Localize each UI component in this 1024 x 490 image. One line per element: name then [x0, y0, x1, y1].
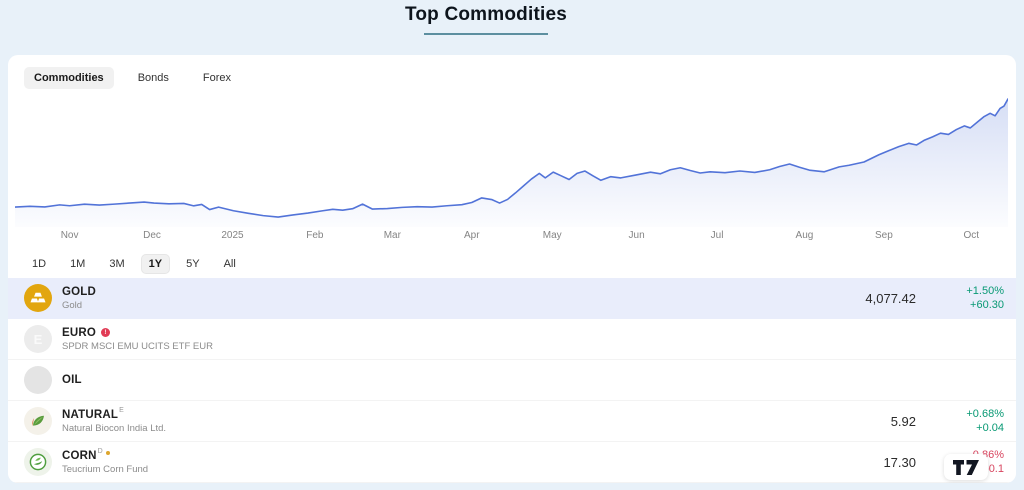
- price-chart[interactable]: [15, 93, 1008, 227]
- x-axis-label: Oct: [963, 230, 980, 241]
- corn-plant-icon: [24, 448, 52, 476]
- range-button-5y[interactable]: 5Y: [178, 254, 207, 274]
- x-axis-label: Feb: [306, 230, 324, 241]
- range-button-all[interactable]: All: [216, 254, 244, 274]
- info-icon[interactable]: !: [101, 328, 111, 337]
- change-absolute: +60.30: [970, 299, 1004, 311]
- tradingview-logo[interactable]: [944, 454, 988, 480]
- symbol-subtitle: Gold: [62, 299, 83, 311]
- change-column: +1.50% +60.30: [924, 284, 1004, 312]
- price-value: 17.30: [883, 454, 916, 470]
- x-axis-label: Apr: [463, 230, 480, 241]
- market-flag: D: [97, 448, 103, 455]
- watchlist-row-oil[interactable]: OIL: [8, 360, 1016, 401]
- watchlist: GOLD Gold 4,077.42 +1.50% +60.30 E EURO! SPDR M…: [8, 278, 1016, 483]
- natural-leaf-icon: [24, 407, 52, 435]
- oil-blank-icon: [24, 366, 52, 394]
- euro-letter-icon: E: [24, 325, 52, 353]
- x-axis-label: Jul: [710, 230, 724, 241]
- x-axis-label: Nov: [60, 230, 79, 241]
- range-button-1y[interactable]: 1Y: [140, 254, 171, 274]
- price-value: 4,077.42: [865, 290, 916, 306]
- range-selector: 1D 1M 3M 1Y 5Y All: [24, 249, 244, 279]
- x-axis-label: Aug: [795, 230, 814, 241]
- symbol-label: EURO: [62, 326, 97, 339]
- tradingview-glyph-icon: [953, 459, 979, 475]
- symbol-label: OIL: [62, 374, 82, 386]
- x-axis-label: Jun: [628, 230, 645, 241]
- x-axis-label: Sep: [874, 230, 893, 241]
- range-button-1d[interactable]: 1D: [24, 254, 54, 274]
- page-title: Top Commodities: [404, 4, 568, 25]
- market-flag: E: [119, 407, 124, 414]
- watchlist-row-natural[interactable]: NATURAL E Natural Biocon India Ltd. 5.92 +0.…: [8, 401, 1016, 442]
- widget-card: Commodities Bonds Forex Nov Dec 2025 Feb Mar Ap…: [8, 55, 1016, 483]
- chart-line: [15, 99, 1008, 217]
- page-header: Top Commodities: [0, 4, 972, 35]
- chart-canvas: [15, 93, 1008, 227]
- symbol-label: GOLD: [62, 285, 97, 298]
- range-button-1m[interactable]: 1M: [62, 254, 93, 274]
- change-column: +0.68% +0.04: [924, 407, 1004, 435]
- watchlist-row-corn[interactable]: CORN D Teucrium Corn Fund 17.30 -0.86% -0.1: [8, 442, 1016, 483]
- x-axis-label: Mar: [383, 230, 401, 241]
- change-absolute: +0.04: [976, 422, 1004, 434]
- symbol-subtitle: SPDR MSCI EMU UCITS ETF EUR: [62, 340, 213, 352]
- tab-bar: Commodities Bonds Forex: [24, 67, 241, 89]
- status-dot-icon: [105, 450, 110, 455]
- range-button-3m[interactable]: 3M: [101, 254, 132, 274]
- symbol-subtitle: Teucrium Corn Fund: [62, 463, 149, 475]
- change-percent: +1.50%: [966, 285, 1004, 297]
- symbol-label: NATURAL: [62, 408, 119, 421]
- tab-bonds[interactable]: Bonds: [128, 67, 179, 89]
- watchlist-row-gold[interactable]: GOLD Gold 4,077.42 +1.50% +60.30: [8, 278, 1016, 319]
- gold-bars-icon: [24, 284, 52, 312]
- x-axis-label: May: [542, 230, 562, 241]
- symbol-subtitle: Natural Biocon India Ltd.: [62, 422, 167, 434]
- x-axis: Nov Dec 2025 Feb Mar Apr May Jun Jul Aug Sep Oct: [15, 227, 1008, 247]
- watchlist-row-euro[interactable]: E EURO! SPDR MSCI EMU UCITS ETF EUR: [8, 319, 1016, 360]
- change-percent: +0.68%: [966, 408, 1004, 420]
- change-absolute: -0.1: [985, 463, 1004, 475]
- price-value: 5.92: [890, 413, 916, 429]
- tab-commodities[interactable]: Commodities: [24, 67, 114, 89]
- symbol-label: CORN: [62, 449, 97, 462]
- x-axis-label: 2025: [221, 230, 244, 241]
- tab-forex[interactable]: Forex: [193, 67, 241, 89]
- title-underline: [424, 33, 548, 35]
- x-axis-label: Dec: [143, 230, 161, 241]
- chart-area-fill: [15, 98, 1008, 227]
